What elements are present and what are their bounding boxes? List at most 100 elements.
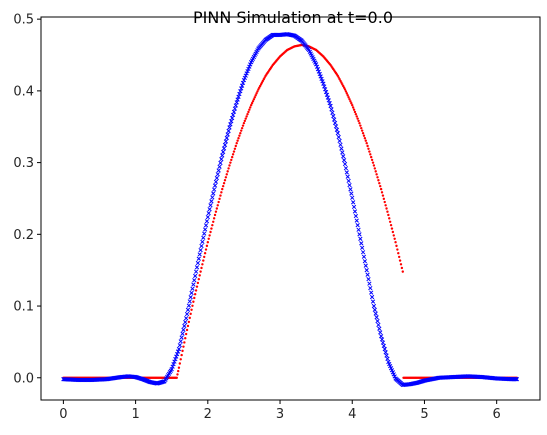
blue-point: [347, 179, 351, 183]
red-point: [192, 301, 194, 303]
blue-point: [189, 295, 193, 299]
red-point: [190, 309, 192, 311]
red-point: [224, 179, 226, 181]
blue-point: [198, 253, 202, 257]
red-point: [226, 170, 228, 172]
blue-point: [375, 316, 379, 320]
blue-point: [183, 320, 187, 324]
blue-point: [204, 224, 208, 228]
red-point: [199, 270, 201, 272]
blue-point: [178, 343, 182, 347]
red-point: [176, 373, 178, 375]
red-point: [370, 156, 372, 158]
red-point: [365, 142, 367, 144]
x-tick-label: 5: [420, 407, 428, 422]
blue-point: [381, 341, 385, 345]
red-point: [176, 377, 178, 379]
blue-point: [233, 107, 237, 111]
blue-point: [230, 116, 234, 120]
red-point: [200, 267, 202, 269]
red-point: [189, 317, 191, 319]
red-point: [371, 159, 373, 161]
red-point: [223, 182, 225, 184]
red-point: [378, 182, 380, 184]
red-point: [375, 173, 377, 175]
x-tick-label: 1: [131, 407, 139, 422]
blue-point: [365, 268, 369, 272]
red-point: [369, 153, 371, 155]
red-point: [398, 256, 400, 258]
blue-point: [187, 304, 191, 308]
red-point: [217, 204, 219, 206]
red-point: [216, 207, 218, 209]
red-point: [358, 122, 360, 124]
red-point: [379, 185, 381, 187]
red-point: [361, 129, 363, 131]
red-point: [206, 245, 208, 247]
blue-point: [330, 108, 334, 112]
blue-point: [191, 287, 195, 291]
blue-point: [208, 207, 212, 211]
red-point: [390, 224, 392, 226]
red-point: [180, 358, 182, 360]
y-tick-label: 0.3: [13, 156, 34, 171]
red-point: [202, 259, 204, 261]
blue-point: [186, 308, 190, 312]
blue-point: [352, 205, 356, 209]
red-point: [233, 150, 235, 152]
blue-point: [358, 233, 362, 237]
blue-point: [370, 295, 374, 299]
red-point: [248, 109, 250, 111]
blue-point: [184, 316, 188, 320]
blue-point: [196, 261, 200, 265]
blue-point: [234, 104, 238, 108]
red-point: [235, 145, 237, 147]
blue-point: [372, 304, 376, 308]
blue-point: [195, 266, 199, 270]
red-point: [188, 321, 190, 323]
red-point: [194, 293, 196, 295]
red-point: [375, 170, 377, 172]
blue-point: [350, 196, 354, 200]
blue-point: [378, 327, 382, 331]
red-point: [352, 106, 354, 108]
blue-point: [341, 151, 345, 155]
blue-point: [336, 131, 340, 135]
blue-point: [202, 232, 206, 236]
blue-point: [228, 126, 232, 130]
red-point: [353, 109, 355, 111]
red-point: [396, 248, 398, 250]
red-point: [239, 132, 241, 134]
red-point: [179, 362, 181, 364]
blue-point: [216, 172, 220, 176]
blue-point: [380, 338, 384, 342]
red-point: [187, 325, 189, 327]
y-tick-label: 0.5: [13, 13, 34, 28]
red-point: [387, 214, 389, 216]
red-point: [249, 106, 251, 108]
blue-point: [179, 340, 183, 344]
red-point: [364, 137, 366, 139]
blue-point: [360, 246, 364, 250]
blue-point: [383, 347, 387, 351]
red-point: [229, 161, 231, 163]
red-point: [367, 148, 369, 150]
blue-point: [346, 175, 350, 179]
blue-point: [337, 135, 341, 139]
blue-point: [341, 155, 345, 159]
red-point: [207, 241, 209, 243]
blue-point: [386, 357, 390, 361]
red-point: [180, 354, 182, 356]
blue-point: [356, 223, 360, 227]
blue-point: [205, 219, 209, 223]
blue-point: [206, 215, 210, 219]
red-point: [380, 188, 382, 190]
blue-point: [335, 128, 339, 132]
blue-point: [364, 264, 368, 268]
blue-point: [219, 161, 223, 165]
y-tick-label: 0.1: [13, 300, 34, 315]
red-point: [244, 120, 246, 122]
blue-point: [368, 286, 372, 290]
red-point: [384, 204, 386, 206]
blue-point: [221, 150, 225, 154]
